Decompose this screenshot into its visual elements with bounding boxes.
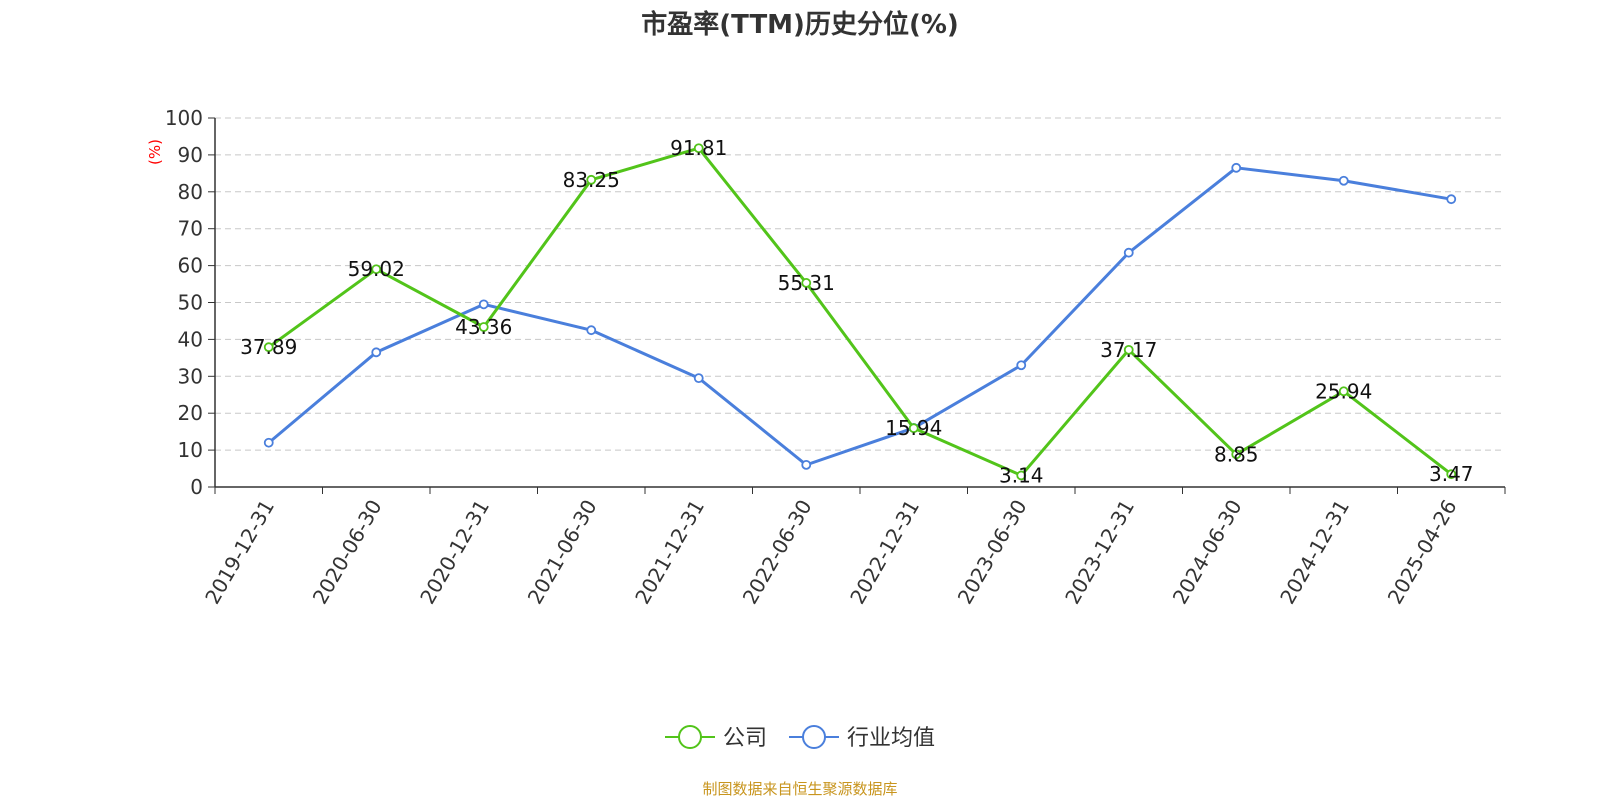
legend-label: 公司 (723, 726, 767, 751)
data-point (263, 437, 274, 448)
series-line (267, 146, 1453, 477)
data-label: 59.02 (348, 257, 405, 281)
y-tick-label: 40 (178, 327, 203, 351)
series-line (267, 166, 1452, 467)
data-point (693, 143, 704, 154)
legend-marker-icon (802, 725, 826, 749)
y-tick-label: 70 (178, 217, 203, 241)
x-tick-label: 2022-06-30 (738, 496, 817, 609)
x-tick-label: 2021-06-30 (523, 496, 602, 609)
x-tick-label: 2020-12-31 (415, 496, 494, 609)
chart-title: 市盈率(TTM)历史分位(%) (641, 10, 959, 40)
data-point (1123, 247, 1134, 258)
x-tick-label: 2023-12-31 (1060, 496, 1139, 609)
y-tick-label: 60 (178, 254, 203, 278)
data-labels: 37.89 59.02 43.36 83.25 91.81 55.31 15.94 3.14 3… (240, 136, 1473, 487)
y-tick-label: 90 (178, 143, 203, 167)
data-point (371, 264, 382, 275)
x-tick-label: 2024-06-30 (1168, 496, 1247, 609)
x-tick-label: 2023-06-30 (953, 496, 1032, 609)
data-label: 55.31 (778, 271, 835, 295)
data-label: 91.81 (670, 136, 727, 160)
legend-marker-icon (678, 725, 702, 749)
data-label: 83.25 (563, 168, 620, 192)
data-point (263, 342, 274, 353)
y-tick-label: 30 (178, 364, 203, 388)
data-label: 37.17 (1100, 338, 1157, 362)
data-label: 8.85 (1214, 442, 1259, 466)
data-point (478, 322, 489, 332)
data-label: 25.94 (1315, 379, 1372, 403)
x-tick-label: 2024-12-31 (1275, 496, 1354, 609)
data-point (801, 278, 812, 288)
y-axis-label: (%) (146, 139, 164, 165)
x-tick-label: 2021-12-31 (630, 496, 709, 609)
data-point (1338, 386, 1349, 397)
x-tick-label: 2022-12-31 (845, 496, 924, 609)
data-label: 37.89 (240, 335, 297, 359)
x-tick-label: 2025-04-26 (1383, 496, 1462, 609)
y-tick-label: 80 (178, 180, 203, 204)
gridlines (215, 117, 1505, 451)
y-tick-label: 100 (165, 106, 203, 130)
data-point (586, 174, 597, 185)
data-label: 3.47 (1429, 462, 1474, 486)
data-point (1016, 360, 1027, 371)
x-tick-label: 2020-06-30 (308, 496, 387, 609)
data-point (1231, 162, 1242, 173)
data-point (693, 373, 704, 384)
x-tick-label: 2019-12-31 (200, 496, 279, 609)
data-label: 43.36 (455, 315, 512, 339)
data-point (371, 347, 382, 358)
legend: 公司 行业均值 (665, 725, 935, 751)
data-point (1446, 469, 1457, 480)
data-point (908, 423, 919, 434)
y-tick-label: 0 (190, 475, 203, 499)
y-tick-label: 10 (178, 438, 203, 462)
data-point (586, 325, 597, 336)
legend-label: 行业均值 (847, 726, 935, 751)
data-label: 3.14 (999, 463, 1044, 487)
data-point (801, 459, 812, 470)
data-point (1231, 449, 1242, 460)
data-point (1016, 470, 1027, 481)
axes: 0 10 20 30 40 50 60 70 80 90 100(%) 2019-12-31 2020-… (146, 106, 1506, 609)
data-label: 15.94 (885, 416, 942, 440)
source-note: 制图数据来自恒生聚源数据库 (702, 780, 898, 798)
data-point (1123, 344, 1134, 355)
data-point (478, 299, 489, 310)
data-point (1338, 175, 1349, 186)
y-tick-label: 20 (178, 401, 203, 425)
y-tick-label: 50 (178, 291, 203, 315)
series-group (263, 143, 1457, 481)
data-point (1446, 194, 1457, 205)
